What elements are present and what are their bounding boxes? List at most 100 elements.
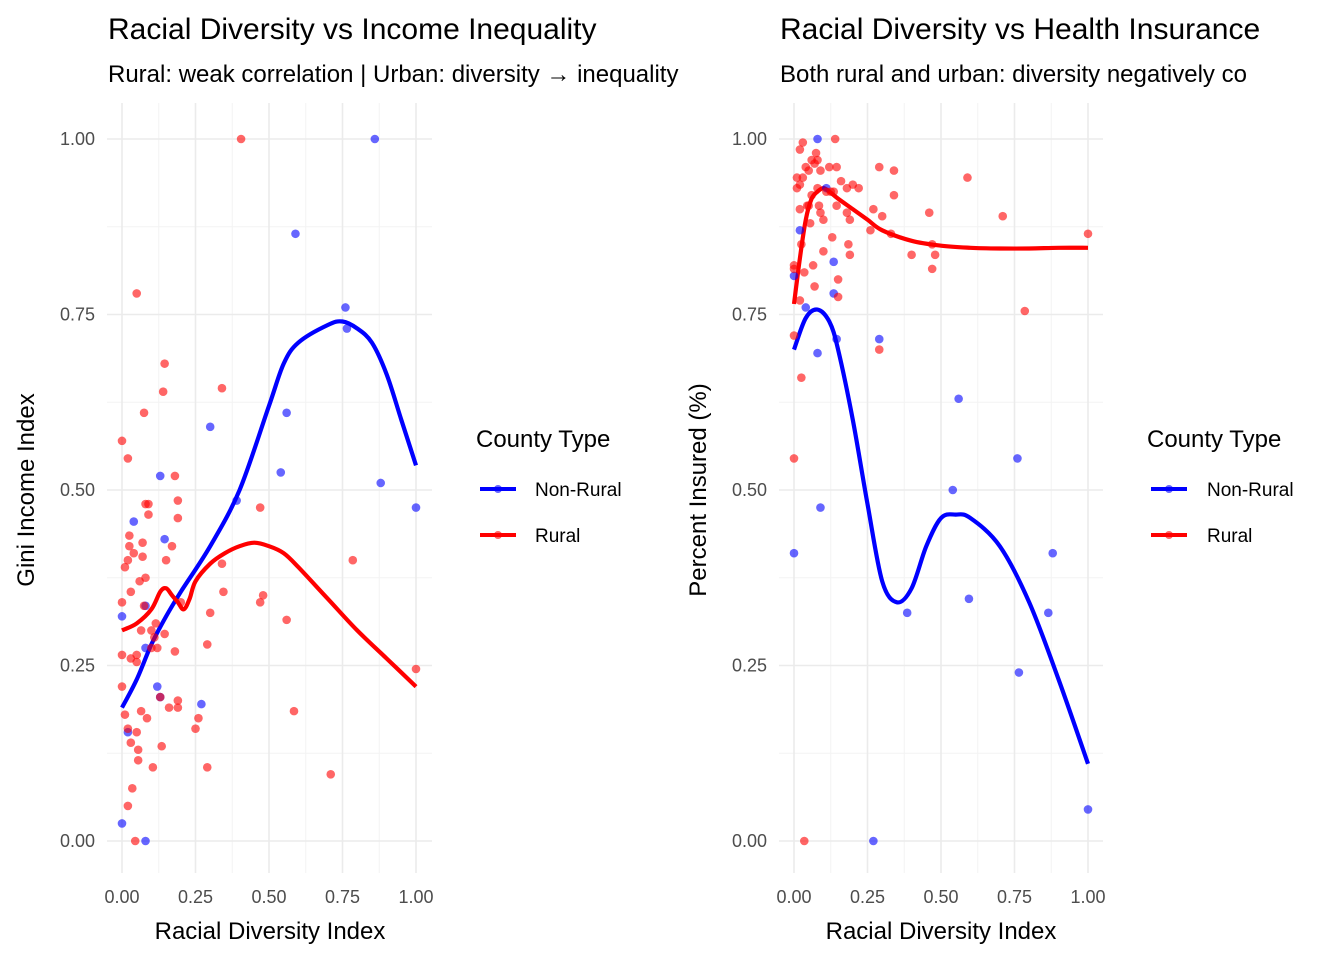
data-point-rural — [1083, 229, 1093, 239]
chart-subtitle: Both rural and urban: diversity negative… — [780, 61, 1247, 88]
legend-key-non-rural-dot — [494, 485, 502, 493]
legend-key-non-rural-dot — [1165, 485, 1173, 493]
data-point-rural — [877, 211, 887, 221]
data-point-rural — [147, 643, 156, 653]
data-point-rural — [807, 190, 816, 200]
data-point-rural — [830, 134, 840, 144]
data-point-rural — [173, 496, 183, 505]
data-point-non-rural — [1013, 454, 1022, 463]
data-point-rural — [827, 232, 837, 242]
data-point-non-rural — [117, 819, 127, 828]
x-tick-label: 0.00 — [104, 887, 139, 907]
legend-key-rural-dot — [494, 531, 502, 539]
data-point-rural — [150, 633, 159, 642]
data-point-rural — [789, 454, 799, 463]
data-point-rural — [167, 541, 177, 551]
chart-title: Racial Diversity vs Health Insurance — [780, 13, 1260, 46]
data-point-rural — [202, 640, 212, 649]
data-point-rural — [132, 727, 141, 737]
data-point-non-rural — [276, 468, 286, 477]
data-point-non-rural — [964, 594, 974, 604]
data-point-rural — [889, 190, 899, 200]
data-point-rural — [854, 183, 863, 193]
data-point-rural — [125, 531, 134, 540]
data-point-rural — [132, 289, 141, 298]
data-point-rural — [930, 250, 940, 260]
y-tick-label: 0.00 — [732, 831, 767, 851]
data-point-rural — [160, 629, 169, 639]
data-point-rural — [833, 292, 843, 302]
data-point-rural — [136, 706, 146, 716]
data-point-rural — [411, 664, 421, 674]
x-tick-label: 0.25 — [178, 887, 213, 907]
data-point-rural — [120, 562, 130, 572]
data-point-rural — [158, 387, 168, 397]
data-point-rural — [795, 296, 805, 305]
data-point-rural — [1020, 306, 1030, 316]
x-axis-ticks: 0.00 0.25 0.50 0.75 1.00 — [776, 887, 1105, 907]
data-point-non-rural — [155, 471, 165, 481]
legend-title: County Type — [1147, 426, 1281, 453]
trend-line-non-rural — [792, 307, 1090, 765]
data-point-non-rural — [813, 134, 822, 144]
x-tick-label: 1.00 — [1070, 887, 1105, 907]
data-point-rural — [289, 706, 299, 716]
data-point-non-rural — [232, 496, 241, 505]
data-point-rural — [874, 162, 884, 172]
data-point-rural — [127, 784, 137, 793]
chart-title: Racial Diversity vs Income Inequality — [108, 13, 597, 46]
legend: County Type Non-Rural Rural — [1147, 426, 1294, 547]
data-point-rural — [173, 513, 183, 523]
data-point-rural — [799, 268, 809, 277]
data-point-rural — [832, 162, 841, 172]
data-point-rural — [805, 218, 815, 228]
data-point-rural — [117, 682, 127, 691]
data-point-non-rural — [869, 836, 878, 846]
panel-income-inequality: Racial Diversity vs Income Inequality Ru… — [13, 13, 678, 945]
data-point-rural — [824, 162, 834, 172]
data-point-rural — [842, 208, 852, 218]
data-point-non-rural — [816, 503, 825, 512]
y-axis-label: Gini Income Index — [13, 393, 40, 586]
data-point-non-rural — [342, 324, 352, 333]
data-point-rural — [282, 615, 291, 625]
data-point-rural — [795, 204, 805, 214]
y-tick-label: 0.50 — [60, 480, 95, 500]
data-point-rural — [148, 762, 158, 772]
data-points — [117, 134, 421, 846]
data-point-rural — [819, 247, 828, 256]
data-point-non-rural — [829, 257, 838, 267]
legend-key-rural-dot — [1165, 531, 1173, 539]
trend-lines — [791, 186, 1090, 765]
data-point-rural — [141, 573, 150, 583]
data-point-rural — [123, 454, 133, 463]
data-point-rural — [236, 134, 246, 144]
data-point-rural — [173, 703, 183, 712]
data-point-rural — [126, 587, 136, 597]
x-axis-label: Racial Diversity Index — [826, 918, 1057, 945]
data-point-rural — [133, 755, 143, 765]
y-axis-ticks: 0.00 0.25 0.50 0.75 1.00 — [60, 129, 95, 851]
y-tick-label: 0.75 — [60, 305, 95, 325]
y-tick-label: 0.75 — [732, 305, 767, 325]
data-point-rural — [814, 201, 824, 210]
data-point-non-rural — [129, 517, 139, 526]
data-point-non-rural — [117, 612, 127, 621]
data-point-non-rural — [795, 225, 805, 235]
data-point-rural — [144, 510, 153, 519]
data-point-rural — [142, 713, 152, 723]
data-point-rural — [205, 608, 215, 618]
data-point-rural — [927, 264, 937, 274]
data-point-rural — [138, 552, 147, 561]
data-point-rural — [255, 598, 265, 607]
data-point-rural — [255, 503, 265, 512]
chart-subtitle: Rural: weak correlation | Urban: diversi… — [108, 61, 678, 88]
data-point-rural — [886, 229, 896, 239]
data-point-rural — [123, 724, 133, 733]
data-point-non-rural — [1048, 548, 1058, 558]
panel-health-insurance: 0.00 0.25 0.50 0.75 1.00 0.00 0.25 0.50 0.75 1.0… — [685, 13, 1294, 945]
data-point-non-rural — [789, 548, 799, 558]
data-point-rural — [874, 345, 884, 354]
y-tick-label: 0.00 — [60, 831, 95, 851]
data-point-rural — [123, 801, 133, 811]
